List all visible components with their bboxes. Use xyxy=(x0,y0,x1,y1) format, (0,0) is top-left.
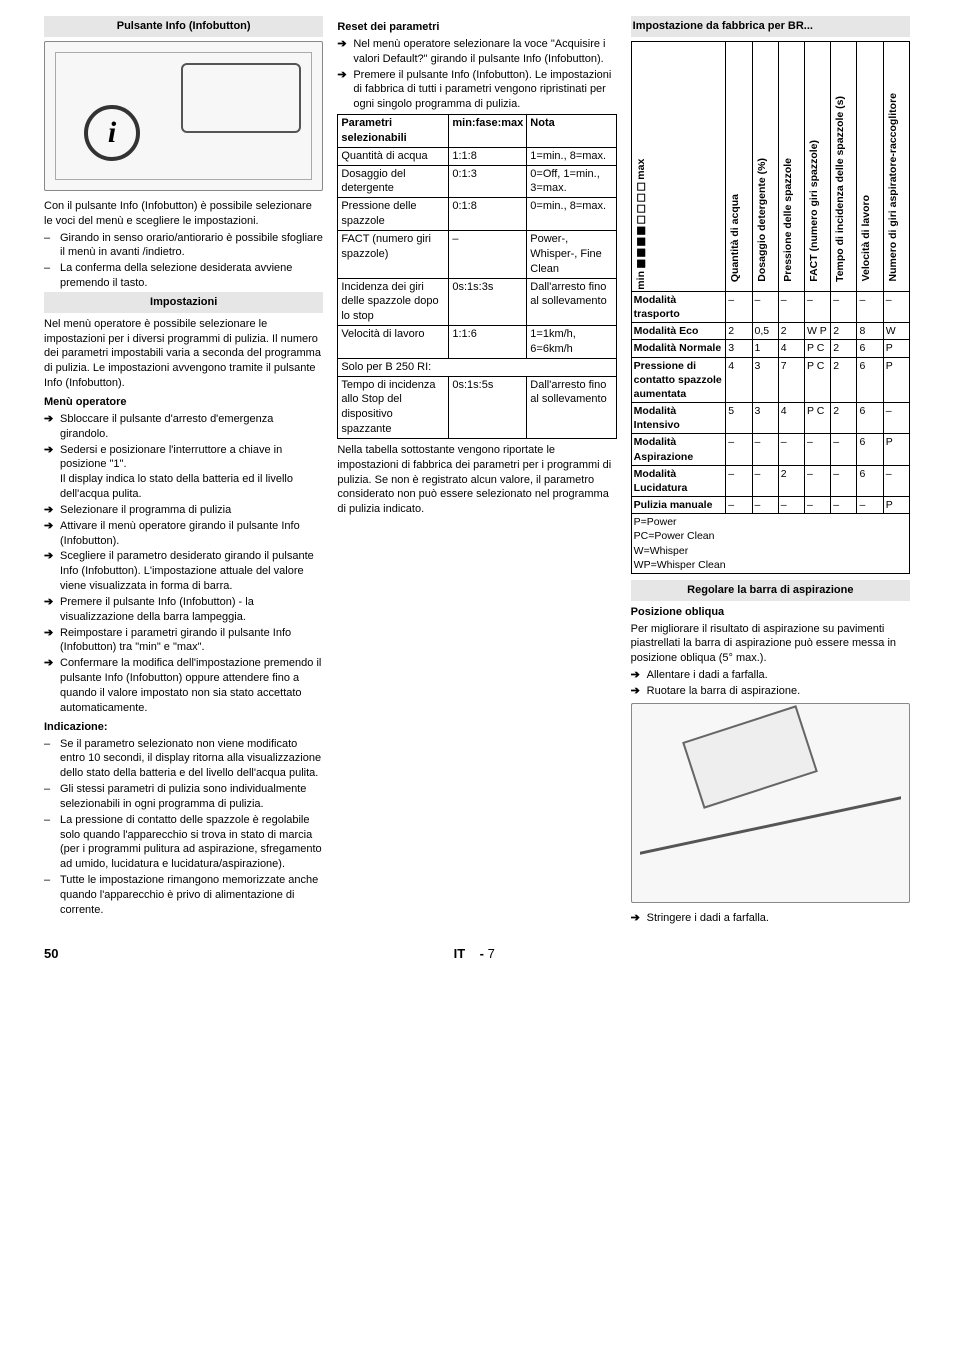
arrow-item: Selezionare il programma di pulizia xyxy=(60,503,323,518)
param-cell: 1=min., 8=max. xyxy=(527,147,616,165)
arrow-item: Allentare i dadi a farfalla. xyxy=(647,668,910,683)
barra-steps-before: ➔Allentare i dadi a farfalla. ➔Ruotare l… xyxy=(631,668,910,699)
factory-vhead: Velocità di lavoro xyxy=(859,191,873,285)
factory-rowlabel: Modalità Normale xyxy=(631,340,726,357)
param-th-name: Parametri selezionabili xyxy=(338,115,449,148)
heading-infobutton: Pulsante Info (Infobutton) xyxy=(44,16,323,37)
param-cell: 0s:1s:5s xyxy=(449,376,527,438)
factory-rowlabel: Modalità Intensivo xyxy=(631,403,726,434)
param-th-range: min:fase:max xyxy=(449,115,527,148)
impostazioni-desc: Nel menù operatore è possibile seleziona… xyxy=(44,317,323,391)
factory-vhead: Pressione delle spazzole xyxy=(781,154,795,286)
arrow-item: Attivare il menù operatore girando il pu… xyxy=(60,519,323,549)
factory-rowlabel: Modalità trasporto xyxy=(631,291,726,322)
arrow-item: Reimpostare i parametri girando il pulsa… xyxy=(60,626,323,656)
indicazione-label: Indicazione: xyxy=(44,720,323,735)
footer-page: 7 xyxy=(488,946,495,961)
infobutton-illustration: i xyxy=(44,41,323,191)
factory-first-col-head: min max xyxy=(631,41,726,291)
param-cell: – xyxy=(449,230,527,278)
column-2: Reset dei parametri ➔Nel menù operatore … xyxy=(337,16,616,927)
suction-bar-illustration xyxy=(631,703,910,903)
parameters-table: Parametri selezionabili min:fase:max Not… xyxy=(337,114,616,439)
infobutton-desc: Con il pulsante Info (Infobutton) è poss… xyxy=(44,199,323,229)
arrow-item: Stringere i dadi a farfalla. xyxy=(647,911,910,926)
param-cell: FACT (numero giri spazzole) xyxy=(338,230,449,278)
arrow-item: Confermare la modifica dell'impostazione… xyxy=(60,656,323,715)
subhead-posizione-obliqua: Posizione obliqua xyxy=(631,605,910,620)
factory-vhead: FACT (numero giri spazzole) xyxy=(807,136,821,286)
param-cell: Incidenza dei giri delle spazzole dopo l… xyxy=(338,278,449,326)
param-cell: 0:1:8 xyxy=(449,198,527,231)
param-cell: Power-, Whisper-, Fine Clean xyxy=(527,230,616,278)
arrow-item: Nel menù operatore selezionare la voce "… xyxy=(353,37,616,67)
param-cell: Dall'arresto fino al sollevamento xyxy=(527,278,616,326)
gauge-max: max xyxy=(634,159,648,180)
factory-vhead: Numero di giri aspiratore-raccoglitore xyxy=(886,89,900,285)
factory-settings-table: min max Quantità di acqua Dosaggio deter… xyxy=(631,41,910,574)
heading-impostazioni: Impostazioni xyxy=(44,292,323,313)
param-cell: Dall'arresto fino al sollevamento xyxy=(527,376,616,438)
infobutton-dash-list: –Girando in senso orario/antiorario è po… xyxy=(44,231,323,291)
param-th-nota: Nota xyxy=(527,115,616,148)
page-footer: 50 IT - 7 xyxy=(44,945,910,963)
param-cell: 0=min., 8=max. xyxy=(527,198,616,231)
indicazione-list: –Se il parametro selezionato non viene m… xyxy=(44,737,323,918)
page-columns: Pulsante Info (Infobutton) i Con il puls… xyxy=(44,16,910,927)
param-cell: Quantità di acqua xyxy=(338,147,449,165)
param-cell: 1:1:8 xyxy=(449,147,527,165)
heading-regolare-barra: Regolare la barra di aspirazione xyxy=(631,580,910,601)
arrow-item: Sbloccare il pulsante d'arresto d'emerge… xyxy=(60,412,323,442)
factory-rowlabel: Modalità Lucidatura xyxy=(631,465,726,496)
factory-rowlabel: Modalità Aspirazione xyxy=(631,434,726,465)
param-cell: Velocità di lavoro xyxy=(338,326,449,359)
param-cell: 0s:1s:3s xyxy=(449,278,527,326)
factory-rowlabel: Pressione di contatto spazzole aumentata xyxy=(631,357,726,403)
param-after-text: Nella tabella sottostante vengono riport… xyxy=(337,443,616,517)
dash-item: Se il parametro selezionato non viene mo… xyxy=(60,737,323,782)
dash-item: Girando in senso orario/antiorario è pos… xyxy=(60,231,323,261)
reset-steps: ➔Nel menù operatore selezionare la voce … xyxy=(337,37,616,112)
dash-item: La conferma della selezione desiderata a… xyxy=(60,261,323,291)
factory-legend: P=Power PC=Power Clean W=Whisper WP=Whis… xyxy=(631,514,909,574)
dash-item: Tutte le impostazione rimangono memorizz… xyxy=(60,873,323,918)
subhead-menu-operatore: Menù operatore xyxy=(44,395,323,410)
arrow-item: Premere il pulsante Info (Infobutton) - … xyxy=(60,595,323,625)
heading-factory: Impostazione da fabbrica per BR... xyxy=(631,16,910,37)
param-cell: Dosaggio del detergente xyxy=(338,165,449,198)
arrow-item: Sedersi e posizionare l'interruttore a c… xyxy=(60,443,323,502)
footer-left-page: 50 xyxy=(44,945,58,963)
dash-item: Gli stessi parametri di pulizia sono ind… xyxy=(60,782,323,812)
factory-vhead: Dosaggio detergente (%) xyxy=(755,154,769,286)
posizione-desc: Per migliorare il risultato di aspirazio… xyxy=(631,622,910,667)
param-cell: 1:1:6 xyxy=(449,326,527,359)
param-cell: Tempo di incidenza allo Stop del disposi… xyxy=(338,376,449,438)
param-cell: Pressione delle spazzole xyxy=(338,198,449,231)
column-1: Pulsante Info (Infobutton) i Con il puls… xyxy=(44,16,323,927)
gauge-min: min xyxy=(634,271,648,290)
param-cell: 1=1km/h, 6=6km/h xyxy=(527,326,616,359)
param-solo-row: Solo per B 250 RI: xyxy=(338,358,616,376)
barra-steps-after: ➔Stringere i dadi a farfalla. xyxy=(631,911,910,926)
arrow-item: Premere il pulsante Info (Infobutton). L… xyxy=(353,68,616,113)
footer-lang: IT xyxy=(454,946,466,961)
arrow-item: Scegliere il parametro desiderato girand… xyxy=(60,549,323,594)
factory-vhead: Quantità di acqua xyxy=(728,190,742,286)
arrow-item: Ruotare la barra di aspirazione. xyxy=(647,684,910,699)
factory-rowlabel: Pulizia manuale xyxy=(631,497,726,514)
column-3: Impostazione da fabbrica per BR... min m… xyxy=(631,16,910,927)
dash-item: La pressione di contatto delle spazzole … xyxy=(60,813,323,872)
factory-vhead: Tempo di incidenza delle spazzole (s) xyxy=(833,92,847,286)
subhead-reset-parametri: Reset dei parametri xyxy=(337,20,616,35)
menu-operatore-steps: ➔Sbloccare il pulsante d'arresto d'emerg… xyxy=(44,412,323,716)
param-cell: 0=Off, 1=min., 3=max. xyxy=(527,165,616,198)
param-cell: 0:1:3 xyxy=(449,165,527,198)
factory-rowlabel: Modalità Eco xyxy=(631,323,726,340)
